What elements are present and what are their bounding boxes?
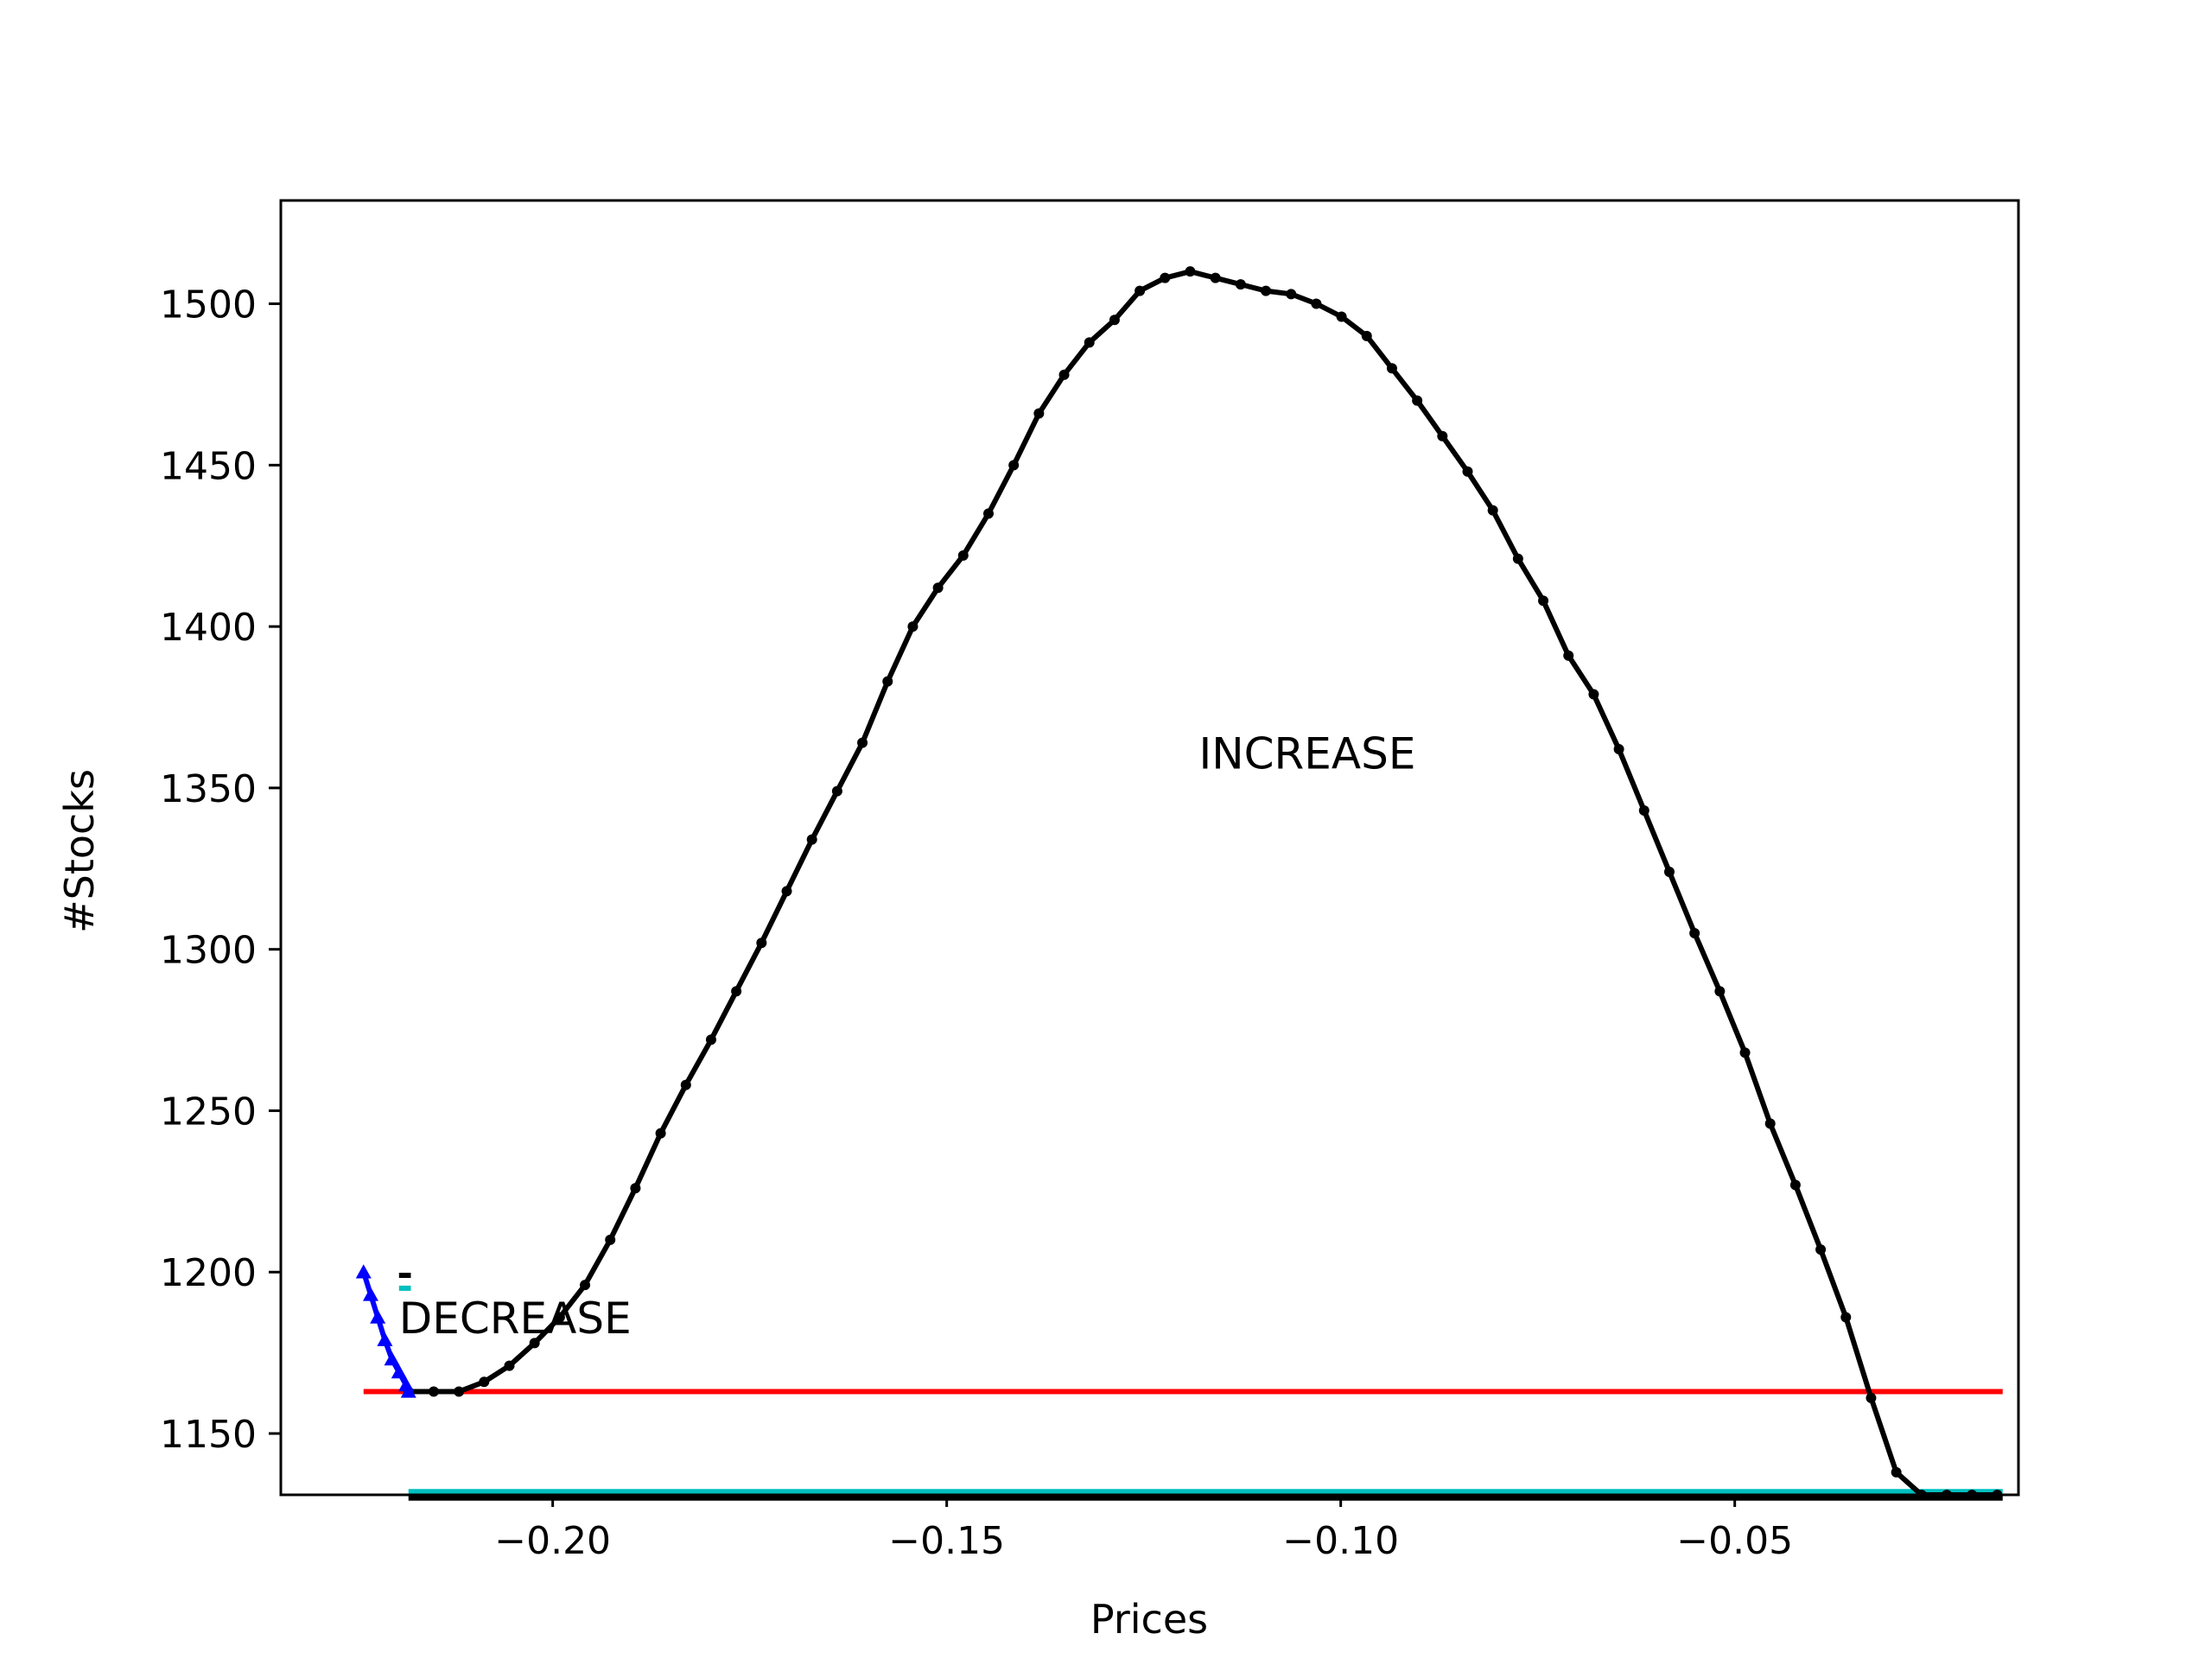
data-point <box>1210 272 1221 283</box>
x-tick-label: −0.05 <box>1676 1519 1793 1563</box>
data-point <box>1084 337 1095 348</box>
data-point <box>756 938 767 949</box>
data-point <box>529 1338 540 1349</box>
data-point <box>1135 285 1146 296</box>
data-point <box>1588 689 1599 700</box>
data-point <box>680 1079 691 1090</box>
data-point <box>655 1128 666 1139</box>
data-point <box>1815 1244 1827 1255</box>
data-point <box>1058 369 1070 380</box>
annotations: INCREASE DECREASE <box>399 728 1416 1344</box>
data-point <box>1638 805 1649 817</box>
data-point <box>554 1312 565 1323</box>
x-axis: −0.20 −0.15 −0.10 −0.05 <box>494 1495 1793 1563</box>
data-point <box>479 1376 490 1388</box>
data-point <box>1538 595 1549 607</box>
data-point <box>630 1183 641 1194</box>
data-point <box>391 1364 407 1379</box>
data-point <box>731 986 742 997</box>
data-point <box>1840 1312 1852 1323</box>
y-tick-label: 1350 <box>160 767 257 811</box>
data-point <box>370 1309 386 1324</box>
data-point <box>504 1360 515 1371</box>
data-point <box>1361 330 1372 341</box>
data-point <box>1412 395 1423 406</box>
y-tick-label: 1200 <box>160 1251 257 1295</box>
data-point <box>454 1386 465 1397</box>
data-point <box>1008 460 1020 471</box>
data-point <box>1487 505 1498 516</box>
data-layer <box>355 266 2003 1501</box>
data-point <box>1462 466 1473 477</box>
x-axis-title: Prices <box>1090 1596 1208 1643</box>
data-point <box>1866 1392 1877 1403</box>
data-point <box>957 550 969 561</box>
data-point <box>1663 867 1675 878</box>
x-tick-label: −0.15 <box>888 1519 1005 1563</box>
data-point <box>982 508 994 519</box>
data-point <box>377 1332 393 1346</box>
data-point <box>1286 289 1297 300</box>
data-point <box>1789 1179 1801 1191</box>
data-point <box>1613 744 1624 755</box>
data-point <box>705 1034 716 1046</box>
data-point <box>428 1386 439 1397</box>
data-point <box>1437 430 1448 442</box>
y-tick-label: 1150 <box>160 1413 257 1457</box>
data-point <box>1185 266 1196 277</box>
data-point <box>384 1351 400 1366</box>
data-point <box>907 621 918 632</box>
series-line <box>408 269 1998 1497</box>
data-point <box>1764 1118 1776 1129</box>
data-point <box>1235 279 1246 290</box>
data-point <box>932 582 944 594</box>
y-tick-label: 1500 <box>160 283 257 327</box>
annotation-label: DECREASE <box>399 1294 632 1344</box>
data-point <box>806 834 817 845</box>
y-tick-label: 1450 <box>160 444 257 488</box>
data-point <box>857 737 868 748</box>
data-point <box>1386 363 1397 374</box>
data-point <box>1160 272 1171 283</box>
data-point <box>1714 986 1726 997</box>
data-point <box>355 1264 372 1279</box>
data-point <box>1689 927 1700 938</box>
data-point <box>882 676 893 687</box>
annotation-label: INCREASE <box>1199 728 1416 779</box>
data-point <box>1336 311 1347 322</box>
data-point <box>400 1383 416 1398</box>
data-point <box>1261 285 1272 296</box>
data-point <box>1311 298 1322 309</box>
data-point <box>831 785 842 797</box>
y-tick-label: 1400 <box>160 606 257 650</box>
y-tick-label: 1250 <box>160 1090 257 1134</box>
x-tick-label: −0.10 <box>1282 1519 1399 1563</box>
y-axis: 1150 1200 1250 1300 1350 1400 1450 1500 <box>160 283 281 1457</box>
data-point <box>580 1280 591 1291</box>
y-axis-title: #Stocks <box>56 769 103 933</box>
data-point <box>1033 408 1045 419</box>
data-point <box>1512 553 1523 564</box>
data-point <box>1563 650 1574 661</box>
data-point <box>1109 315 1120 326</box>
plot-frame <box>279 199 2020 1497</box>
data-point <box>781 886 792 897</box>
y-tick-label: 1300 <box>160 929 257 973</box>
data-point <box>362 1287 378 1301</box>
data-point <box>1739 1047 1751 1058</box>
data-point <box>605 1234 616 1245</box>
data-point <box>1891 1466 1902 1478</box>
x-tick-label: −0.20 <box>494 1519 611 1563</box>
